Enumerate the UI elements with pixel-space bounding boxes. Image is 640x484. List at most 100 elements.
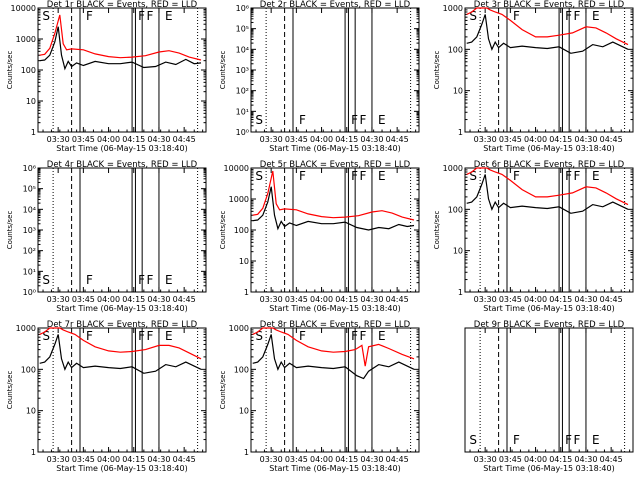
marker-label-f: F [513,169,520,183]
marker-label-f: F [86,9,93,23]
plot-frame [464,167,634,293]
y-axis-label: Counts/sec [433,51,441,90]
y-tick-label: 10¹ [23,267,36,276]
marker-label-s: S [255,113,263,127]
x-tick-label: 03:30 [47,455,70,464]
panel-title: Det 1r BLACK = Events, RED = LLD [47,0,198,10]
x-tick-label: 04:15 [335,455,358,464]
panel-title: Det 3r BLACK = Events, RED = LLD [474,0,625,10]
marker-label-s: S [42,329,50,343]
x-tick-label: 04:30 [360,135,383,144]
x-axis-label: Start Time (06-May-15 03:18:40) [56,464,187,473]
panel-title: Det 7r BLACK = Events, RED = LLD [47,320,198,330]
marker-label-f: F [299,329,306,343]
marker-label-f: F [351,113,358,127]
x-tick-label: 04:30 [360,455,383,464]
x-tick-label: 03:45 [72,295,95,304]
marker-label-s: S [42,9,50,23]
x-tick-label: 03:45 [72,455,95,464]
y-tick-label: 10 [453,247,463,256]
marker-label-s: S [469,169,477,183]
panel-det-5: Det 5r BLACK = Events, RED = LLD 1 10 100 10… [219,160,420,313]
panel-det-9: Det 9r BLACK = Events, RED = LLD 03:30 03:… [464,320,634,473]
y-axis-label: Counts/sec [219,51,227,90]
panel-det-2: Det 2r BLACK = Events, RED = LLD 10⁰ 10¹ 10… [219,0,420,153]
marker-label-e: E [592,9,600,23]
plot-frame [37,7,207,133]
x-tick-label: 03:30 [474,135,497,144]
x-tick-label: 03:45 [285,135,308,144]
y-tick-label: 100 [21,66,36,75]
plot-frame [250,167,420,293]
series-lld-line [252,327,415,367]
y-tick-label: 10⁰ [23,288,36,297]
x-axis-label: Start Time (06-May-15 03:18:40) [483,144,614,153]
y-axis-label: Counts/sec [6,371,14,410]
x-tick-label: 04:30 [147,295,170,304]
y-tick-label: 1000 [16,35,36,44]
y-tick-label: 10⁶ [23,164,36,173]
x-tick-label: 04:15 [122,455,145,464]
x-tick-label: 04:45 [173,455,196,464]
plot-frame [464,327,634,453]
y-axis-label: Counts/sec [6,211,14,250]
y-tick-label: 10⁴ [23,205,36,214]
y-tick-label: 1 [244,448,249,457]
plot-frame [37,327,207,453]
marker-label-e: E [592,433,600,447]
marker-label-f: F [351,169,358,183]
x-tick-label: 03:30 [260,295,283,304]
x-tick-label: 04:15 [549,455,572,464]
y-tick-label: 100 [448,205,463,214]
marker-label-f: F [138,273,145,287]
panel-det-3: Det 3r BLACK = Events, RED = LLD 1 10 100 10… [433,0,634,153]
x-tick-label: 04:45 [173,135,196,144]
marker-label-s: S [469,9,477,23]
y-tick-label: 10⁶ [236,4,249,13]
x-tick-label: 03:30 [474,295,497,304]
series-lld-line [466,7,629,46]
marker-label-f: F [147,9,154,23]
marker-label-e: E [165,329,173,343]
marker-label-f: F [565,169,572,183]
x-axis-label: Start Time (06-May-15 03:18:40) [269,304,400,313]
y-tick-label: 10 [239,257,249,266]
y-tick-label: 10 [26,407,36,416]
marker-label-s: S [255,329,263,343]
x-tick-label: 04:00 [310,135,333,144]
marker-label-f: F [138,329,145,343]
panel-det-6: Det 6r BLACK = Events, RED = LLD 1 10 100 10… [433,160,634,313]
x-tick-label: 03:45 [499,295,522,304]
x-axis-label: Start Time (06-May-15 03:18:40) [269,144,400,153]
y-tick-label: 1000 [229,195,249,204]
x-tick-label: 03:30 [260,455,283,464]
x-tick-label: 04:45 [600,135,623,144]
y-tick-label: 100 [21,365,36,374]
x-axis-label: Start Time (06-May-15 03:18:40) [483,304,614,313]
y-tick-label: 1 [31,448,36,457]
x-tick-label: 03:30 [260,135,283,144]
series-events-line [39,334,202,374]
y-axis-label: Counts/sec [433,211,441,250]
marker-label-f: F [513,433,520,447]
y-tick-label: 10¹ [236,107,249,116]
marker-label-f: F [360,113,367,127]
panel-title: Det 2r BLACK = Events, RED = LLD [260,0,411,10]
marker-label-f: F [351,329,358,343]
x-tick-label: 04:15 [335,135,358,144]
y-tick-label: 10 [26,97,36,106]
marker-label-f: F [299,113,306,127]
plot-frame [250,7,420,133]
y-tick-label: 10 [453,87,463,96]
y-tick-label: 1000 [443,164,463,173]
x-tick-label: 04:45 [386,295,409,304]
marker-label-f: F [86,329,93,343]
x-tick-label: 03:45 [499,455,522,464]
plot-frame [37,167,207,293]
y-tick-label: 1 [244,288,249,297]
x-tick-label: 04:30 [147,455,170,464]
series-events-line [39,26,202,71]
marker-label-f: F [147,273,154,287]
x-tick-label: 04:30 [574,295,597,304]
y-tick-label: 10⁰ [236,128,249,137]
